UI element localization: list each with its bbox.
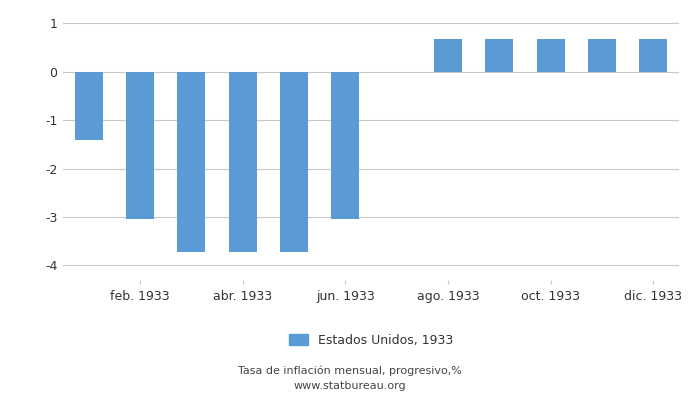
Bar [536,39,565,72]
Bar [126,72,154,220]
Bar [228,72,257,252]
Bar [280,72,308,252]
Bar [434,39,462,72]
Bar [74,72,103,140]
Bar [177,72,205,252]
Bar [485,39,513,72]
Text: www.statbureau.org: www.statbureau.org [294,381,406,391]
Bar [331,72,360,220]
Bar [639,39,667,72]
Text: Tasa de inflación mensual, progresivo,%: Tasa de inflación mensual, progresivo,% [238,366,462,376]
Legend: Estados Unidos, 1933: Estados Unidos, 1933 [289,334,453,347]
Bar [588,39,616,72]
